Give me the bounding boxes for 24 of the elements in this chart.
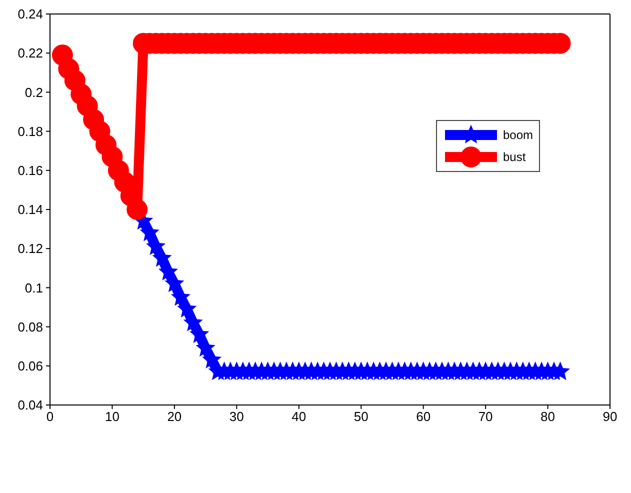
y-tick-label: 0.16 [18, 163, 43, 178]
x-tick-label: 90 [602, 409, 618, 424]
x-tick-label: 20 [167, 409, 182, 424]
legend-label: bust [503, 150, 526, 164]
x-tick-label: 60 [416, 409, 431, 424]
y-tick-label: 0.1 [24, 280, 43, 296]
y-tick-label: 0.22 [18, 46, 43, 61]
x-tick-label: 10 [104, 409, 120, 424]
x-tick-label: 50 [354, 409, 368, 424]
point [126, 199, 148, 220]
x-tick-label: 0 [46, 409, 54, 424]
y-tick-label: 0.12 [18, 241, 43, 256]
y-tick-label: 0.24 [18, 6, 43, 22]
y-tick-label: 0.18 [18, 124, 43, 139]
y-tick-label: 0.14 [18, 202, 43, 218]
x-tick-label: 80 [540, 409, 556, 424]
y-tick-label: 0.04 [18, 398, 43, 413]
y-tick-label: 0.06 [18, 358, 43, 374]
x-tick-label: 40 [292, 409, 306, 424]
x-tick-label: 70 [478, 409, 493, 424]
x-tick-label: 30 [229, 409, 244, 424]
y-tick-label: 0.2 [24, 84, 43, 100]
y-tick-label: 0.08 [18, 319, 43, 334]
legend-label: boom [503, 128, 534, 142]
